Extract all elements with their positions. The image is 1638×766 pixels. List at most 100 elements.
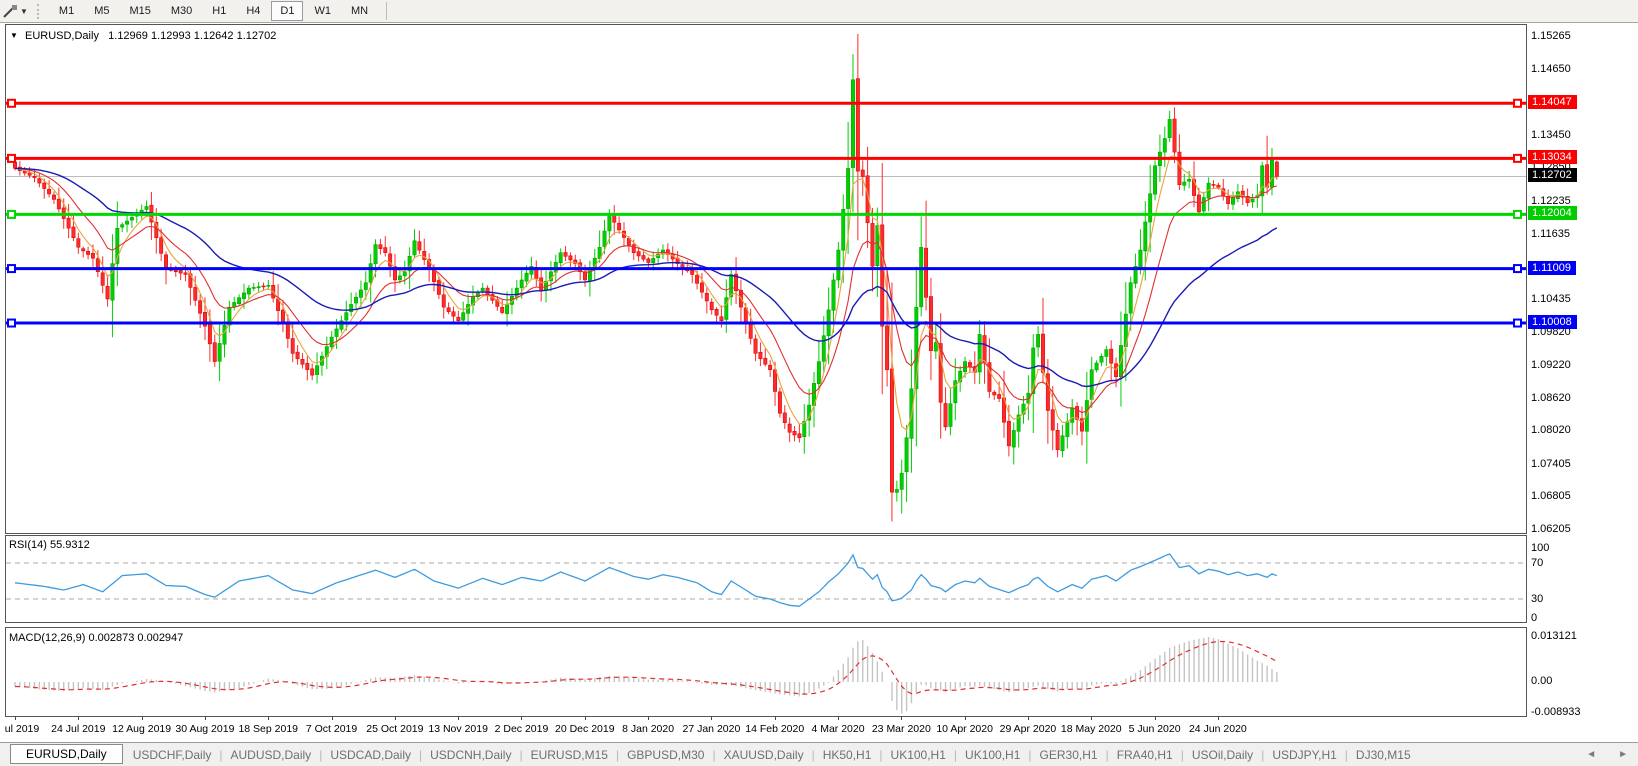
price-tick-1.09220: 1.09220 — [1531, 358, 1571, 371]
chart-tab-usdjpy-h1[interactable]: USDJPY,H1 — [1272, 747, 1337, 762]
chart-tab-uk100-h1[interactable]: UK100,H1 — [965, 747, 1021, 762]
tab-separator: | — [1105, 747, 1109, 762]
chart-tab-eurusd-daily[interactable]: EURUSD,Daily — [10, 743, 123, 764]
rsi-canvas[interactable] — [6, 536, 1526, 622]
tab-separator: | — [519, 747, 523, 762]
resistance-line-1[interactable] — [6, 98, 1526, 108]
tab-separator: | — [1028, 747, 1032, 762]
tab-separator: | — [419, 747, 423, 762]
date-tick-mark — [774, 717, 776, 720]
chart-title: ▼ EURUSD,Daily 1.12969 1.12993 1.12642 1… — [10, 30, 276, 42]
date-tick-mark — [331, 717, 333, 720]
price-tick-1.13450: 1.13450 — [1531, 128, 1571, 141]
date-label: 20 Dec 2019 — [555, 723, 615, 735]
chart-tab-gbpusd-m30[interactable]: GBPUSD,M30 — [627, 747, 705, 762]
timeframe-button-w1[interactable]: W1 — [314, 5, 331, 17]
date-label: 18 May 2020 — [1060, 723, 1122, 735]
main-chart-canvas[interactable] — [6, 25, 1526, 533]
tab-scroll-right-icon[interactable]: ► — [1618, 749, 1628, 760]
chart-tab-hk50-h1[interactable]: HK50,H1 — [822, 747, 872, 762]
date-label: 25 Oct 2019 — [366, 723, 424, 735]
chevron-down-icon[interactable]: ▼ — [20, 6, 28, 16]
collapse-triangle-icon[interactable]: ▼ — [10, 31, 18, 40]
date-tick-mark — [1217, 717, 1219, 720]
chart-tab-uk100-h1[interactable]: UK100,H1 — [890, 747, 946, 762]
chart-tab-eurusd-m15[interactable]: EURUSD,M15 — [530, 747, 608, 762]
price-tick-1.11635: 1.11635 — [1531, 227, 1570, 240]
chart-symbol-label: EURUSD,Daily — [24, 30, 99, 42]
macd-canvas[interactable] — [6, 628, 1526, 716]
chart-tab-usdcnh-daily[interactable]: USDCNH,Daily — [430, 747, 512, 762]
ma-mid-line — [14, 167, 1278, 414]
rsi-pane[interactable] — [5, 535, 1527, 623]
date-label: 5 Jun 2020 — [1128, 723, 1181, 735]
rsi-indicator-label: RSI(14) 55.9312 — [9, 539, 90, 551]
macd-pane[interactable] — [5, 627, 1527, 717]
date-tick-mark — [458, 717, 460, 720]
top-toolbar: ▼ M1 M5 M15 M30 H1 H4 D1 W1 MN — [0, 0, 1638, 23]
date-label: 30 Aug 2019 — [175, 723, 235, 735]
chart-tab-dj30-m15[interactable]: DJ30,M15 — [1355, 747, 1411, 762]
chart-tab-ger30-h1[interactable]: GER30,H1 — [1039, 747, 1098, 762]
chart-tab-usdcad-daily[interactable]: USDCAD,Daily — [330, 747, 411, 762]
date-label: 24 Jun 2020 — [1188, 723, 1247, 735]
tab-separator: | — [1344, 747, 1348, 762]
date-tick-mark — [141, 717, 143, 720]
timeframe-button-m5[interactable]: M5 — [94, 5, 110, 17]
timeframe-button-d1[interactable]: D1 — [271, 1, 304, 21]
tab-separator: | — [615, 747, 620, 762]
draw-tool-icon[interactable] — [1, 3, 19, 19]
date-label: 14 Feb 2020 — [745, 723, 805, 735]
chart-tab-xauusd-daily[interactable]: XAUUSD,Daily — [723, 747, 804, 762]
tab-separator: | — [712, 747, 716, 762]
date-label: 5 Jul 2019 — [5, 723, 40, 735]
date-label: 10 Apr 2020 — [936, 723, 993, 735]
date-tick-mark — [1027, 717, 1029, 720]
date-label: 4 Mar 2020 — [811, 723, 865, 735]
price-tick-1.08020: 1.08020 — [1531, 424, 1571, 437]
tab-scroll-left-icon[interactable]: ◄ — [1586, 749, 1597, 760]
timeframe-button-h1[interactable]: H1 — [212, 5, 227, 17]
toolbar-grip — [36, 3, 42, 19]
timeframe-button-m30[interactable]: M30 — [170, 5, 193, 17]
chart-tab-audusd-daily[interactable]: AUDUSD,Daily — [230, 747, 312, 762]
date-tick-mark — [15, 717, 16, 720]
date-tick-mark — [648, 717, 650, 720]
price-tick-1.12235: 1.12235 — [1531, 194, 1571, 207]
date-tick-mark — [1154, 717, 1156, 720]
macd-tick--0.008933: -0.008933 — [1531, 705, 1581, 718]
price-tick-1.10435: 1.10435 — [1531, 292, 1571, 305]
date-label: 27 Jan 2020 — [682, 723, 741, 735]
timeframe-button-h4[interactable]: H4 — [246, 5, 261, 17]
current-price-badge: 1.12702 — [1528, 168, 1577, 183]
rsi-tick-30: 30 — [1531, 593, 1544, 605]
support-2-price-badge: 1.11009 — [1528, 260, 1576, 275]
resistance-line-2[interactable] — [6, 153, 1526, 163]
date-label: 2 Dec 2019 — [494, 723, 549, 735]
chart-tab-usdchf-daily[interactable]: USDCHF,Daily — [132, 747, 212, 762]
date-label: 8 Jan 2020 — [622, 723, 675, 735]
support-line-1[interactable] — [6, 209, 1526, 219]
date-tick-mark — [204, 717, 206, 720]
support-line-3[interactable] — [6, 318, 1526, 328]
support-line-2[interactable] — [6, 264, 1526, 274]
tab-separator: | — [811, 747, 815, 762]
price-tick-1.15265: 1.15265 — [1531, 30, 1571, 42]
date-tick-mark — [711, 717, 713, 720]
timeframe-button-mn[interactable]: MN — [350, 5, 369, 17]
date-tick-mark — [394, 717, 396, 720]
chart-tab-usoil-daily[interactable]: USOil,Daily — [1191, 747, 1254, 762]
chart-tabs-bar: EURUSD,Daily USDCHF,Daily | AUDUSD,Daily | US… — [0, 742, 1638, 766]
rsi-tick-70: 70 — [1531, 557, 1544, 569]
chart-tab-fra40-h1[interactable]: FRA40,H1 — [1116, 747, 1173, 762]
timeframe-button-m1[interactable]: M1 — [58, 5, 75, 17]
date-tick-mark — [268, 717, 270, 720]
support-3-price-badge: 1.10008 — [1528, 315, 1577, 330]
main-chart-pane[interactable] — [5, 24, 1527, 534]
toolbar-separator — [386, 2, 388, 20]
date-label: 23 Mar 2020 — [871, 723, 931, 735]
ma-slow-line — [14, 167, 1278, 388]
timeframe-button-m15[interactable]: M15 — [129, 5, 151, 17]
tab-scroll-arrows: ◄ ► — [1586, 749, 1628, 760]
